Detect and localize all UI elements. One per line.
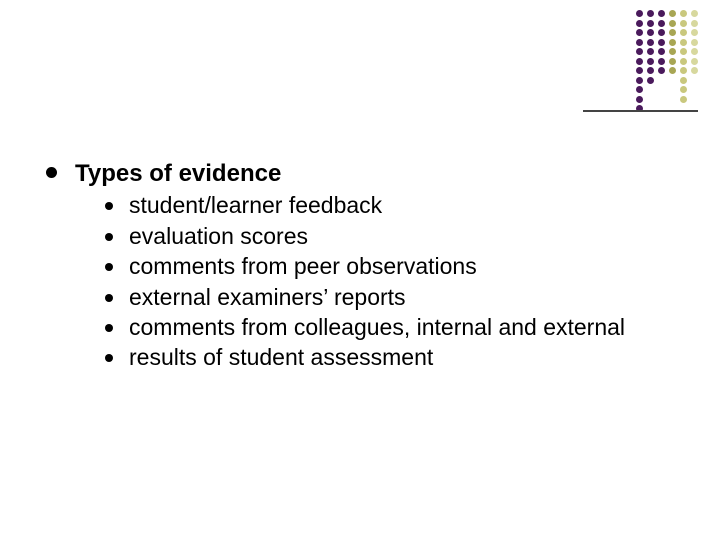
dot-icon bbox=[636, 58, 643, 65]
dot-icon bbox=[680, 67, 687, 74]
top-list-item: Types of evidence bbox=[46, 158, 660, 189]
dot-column bbox=[658, 10, 665, 112]
list-item-text: results of student assessment bbox=[129, 343, 433, 372]
list-item: comments from peer observations bbox=[105, 252, 660, 281]
dot-icon bbox=[680, 10, 687, 17]
dot-icon bbox=[680, 86, 687, 93]
dot-icon bbox=[636, 48, 643, 55]
dot-icon bbox=[647, 67, 654, 74]
dot-icon bbox=[658, 29, 665, 36]
corner-decoration bbox=[636, 10, 698, 112]
bullet-icon bbox=[105, 233, 113, 241]
dot-icon bbox=[636, 10, 643, 17]
bullet-icon bbox=[105, 202, 113, 210]
list-item-text: comments from colleagues, internal and e… bbox=[129, 313, 625, 342]
dot-icon bbox=[658, 48, 665, 55]
list-item: student/learner feedback bbox=[105, 191, 660, 220]
dot-icon bbox=[691, 39, 698, 46]
dot-icon bbox=[647, 29, 654, 36]
dot-icon bbox=[647, 10, 654, 17]
dot-icon bbox=[658, 10, 665, 17]
dot-column bbox=[636, 10, 643, 112]
list-item: comments from colleagues, internal and e… bbox=[105, 313, 660, 342]
dot-icon bbox=[636, 67, 643, 74]
sublist: student/learner feedbackevaluation score… bbox=[105, 191, 660, 373]
decoration-underline bbox=[583, 110, 698, 112]
list-item-text: evaluation scores bbox=[129, 222, 308, 251]
bullet-icon bbox=[105, 324, 113, 332]
dot-icon bbox=[669, 48, 676, 55]
dot-icon bbox=[680, 58, 687, 65]
dot-icon bbox=[647, 48, 654, 55]
dot-icon bbox=[669, 39, 676, 46]
dot-icon bbox=[669, 58, 676, 65]
dot-icon bbox=[691, 67, 698, 74]
dot-icon bbox=[636, 20, 643, 27]
list-item-text: external examiners’ reports bbox=[129, 283, 406, 312]
list-item: external examiners’ reports bbox=[105, 283, 660, 312]
list-item: evaluation scores bbox=[105, 222, 660, 251]
dot-column bbox=[691, 10, 698, 112]
dot-icon bbox=[680, 20, 687, 27]
dot-icon bbox=[636, 77, 643, 84]
dot-icon bbox=[680, 96, 687, 103]
dot-icon bbox=[647, 39, 654, 46]
dot-icon bbox=[691, 58, 698, 65]
dot-icon bbox=[669, 67, 676, 74]
dot-icon bbox=[647, 77, 654, 84]
bullet-icon bbox=[46, 167, 57, 178]
heading-text: Types of evidence bbox=[75, 158, 281, 189]
dot-icon bbox=[658, 58, 665, 65]
dot-icon bbox=[691, 10, 698, 17]
dot-column bbox=[680, 10, 687, 112]
bullet-icon bbox=[105, 294, 113, 302]
dot-icon bbox=[669, 10, 676, 17]
dot-icon bbox=[636, 86, 643, 93]
dot-icon bbox=[680, 39, 687, 46]
dot-icon bbox=[680, 29, 687, 36]
dot-icon bbox=[658, 67, 665, 74]
dot-icon bbox=[669, 20, 676, 27]
dot-icon bbox=[647, 58, 654, 65]
slide-content: Types of evidence student/learner feedba… bbox=[46, 158, 660, 374]
dot-icon bbox=[691, 29, 698, 36]
dot-icon bbox=[658, 20, 665, 27]
dot-icon bbox=[691, 20, 698, 27]
dot-icon bbox=[647, 20, 654, 27]
list-item-text: comments from peer observations bbox=[129, 252, 477, 281]
list-item-text: student/learner feedback bbox=[129, 191, 382, 220]
dot-icon bbox=[669, 29, 676, 36]
dot-column bbox=[669, 10, 676, 112]
dot-icon bbox=[658, 39, 665, 46]
dot-icon bbox=[691, 48, 698, 55]
dot-icon bbox=[636, 29, 643, 36]
dot-icon bbox=[680, 48, 687, 55]
dot-icon bbox=[636, 39, 643, 46]
dot-icon bbox=[636, 96, 643, 103]
dot-column bbox=[647, 10, 654, 112]
bullet-icon bbox=[105, 354, 113, 362]
list-item: results of student assessment bbox=[105, 343, 660, 372]
bullet-icon bbox=[105, 263, 113, 271]
dot-icon bbox=[680, 77, 687, 84]
